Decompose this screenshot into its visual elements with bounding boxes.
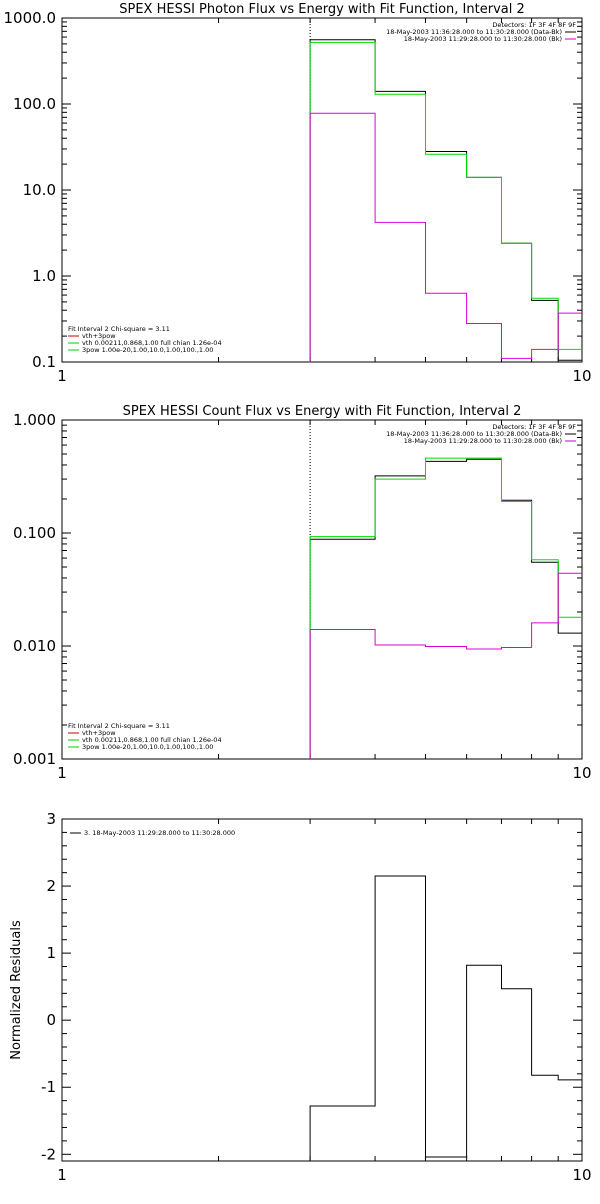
y-tick-label: 0.001: [13, 750, 56, 768]
y-tick-label: 0: [46, 1011, 56, 1029]
legend-entry-text: 18-May-2003 11:36:28.000 to 11:30:28.000…: [386, 28, 562, 36]
legend-entry-text: 3. 18-May-2003 11:29:28.000 to 11:30:28.…: [84, 829, 235, 837]
y-tick-label: -1: [41, 1078, 56, 1096]
photon-flux-panel: SPEX HESSI Photon Flux vs Energy with Fi…: [4, 2, 592, 385]
plot-frame: [61, 818, 583, 1162]
legend-entry-text: vth 0.00211,0.868,1.00 full chian 1.26e-…: [82, 339, 222, 347]
y-tick-label: 1.0: [32, 267, 56, 285]
y-axis-label: Normalized Residuals: [9, 920, 24, 1060]
legend-entry-text: vth+3pow: [82, 332, 116, 340]
y-tick-label: -2: [41, 1145, 56, 1163]
series-2-histogram: [309, 112, 582, 362]
series-1-histogram: [309, 457, 582, 759]
series-2-histogram: [309, 572, 582, 759]
x-tick-label: 10: [572, 1166, 591, 1184]
x-tick-label: 1: [57, 764, 67, 782]
y-tick-label: 1: [46, 944, 56, 962]
series-0-histogram: [309, 458, 582, 759]
legend-detectors: Detectors: 1F 3F 4F 8F 9F: [492, 423, 576, 431]
plot-frame: [61, 17, 583, 363]
y-tick-label: 2: [46, 877, 56, 895]
legend-entry-text: 18-May-2003 11:29:28.000 to 11:30:28.000…: [404, 437, 562, 445]
legend-fit-header: Fit Interval 2 Chi-square = 3.11: [68, 325, 170, 333]
plot-frame: [61, 419, 583, 760]
y-tick-label: 1.000: [13, 411, 56, 429]
series-1-histogram: [309, 41, 582, 362]
y-tick-label: 10.0: [23, 181, 56, 199]
y-tick-label: 0.100: [13, 524, 56, 542]
legend-entry-text: vth 0.00211,0.868,1.00 full chian 1.26e-…: [82, 736, 222, 744]
chart-title: SPEX HESSI Count Flux vs Energy with Fit…: [123, 404, 522, 419]
count-flux-panel: SPEX HESSI Count Flux vs Energy with Fit…: [13, 404, 592, 782]
legend-entry-text: 3pow 1.00e-20,1.00,10.0,1.00,100.,1.00: [82, 346, 213, 354]
legend-detectors: Detectors: 1F 3F 4F 8F 9F: [492, 21, 576, 29]
series-0-histogram: [309, 875, 582, 1161]
residuals-panel: Normalized Residuals 1 10 -2 -1 0 1 2 3 3. 18-May…: [9, 810, 592, 1184]
y-tick-label: 0.1: [32, 353, 56, 371]
chart-title: SPEX HESSI Photon Flux vs Energy with Fi…: [119, 2, 525, 17]
x-tick-label: 10: [572, 764, 591, 782]
legend-entry-text: 18-May-2003 11:29:28.000 to 11:30:28.000…: [404, 35, 562, 43]
series-0-histogram: [309, 39, 582, 362]
y-tick-label: 3: [46, 810, 56, 828]
y-tick-label: 100.0: [13, 95, 56, 113]
legend-entry-text: vth+3pow: [82, 729, 116, 737]
legend-entry-text: 18-May-2003 11:36:28.000 to 11:30:28.000…: [386, 430, 562, 438]
y-tick-label: 0.010: [13, 637, 56, 655]
y-tick-label: 1000.0: [4, 9, 57, 27]
legend-fit-header: Fit Interval 2 Chi-square = 3.11: [68, 722, 170, 730]
x-tick-label: 1: [57, 367, 67, 385]
x-tick-label: 1: [57, 1166, 67, 1184]
x-tick-label: 10: [572, 367, 591, 385]
legend-entry-text: 3pow 1.00e-20,1.00,10.0,1.00,100.,1.00: [82, 743, 213, 751]
